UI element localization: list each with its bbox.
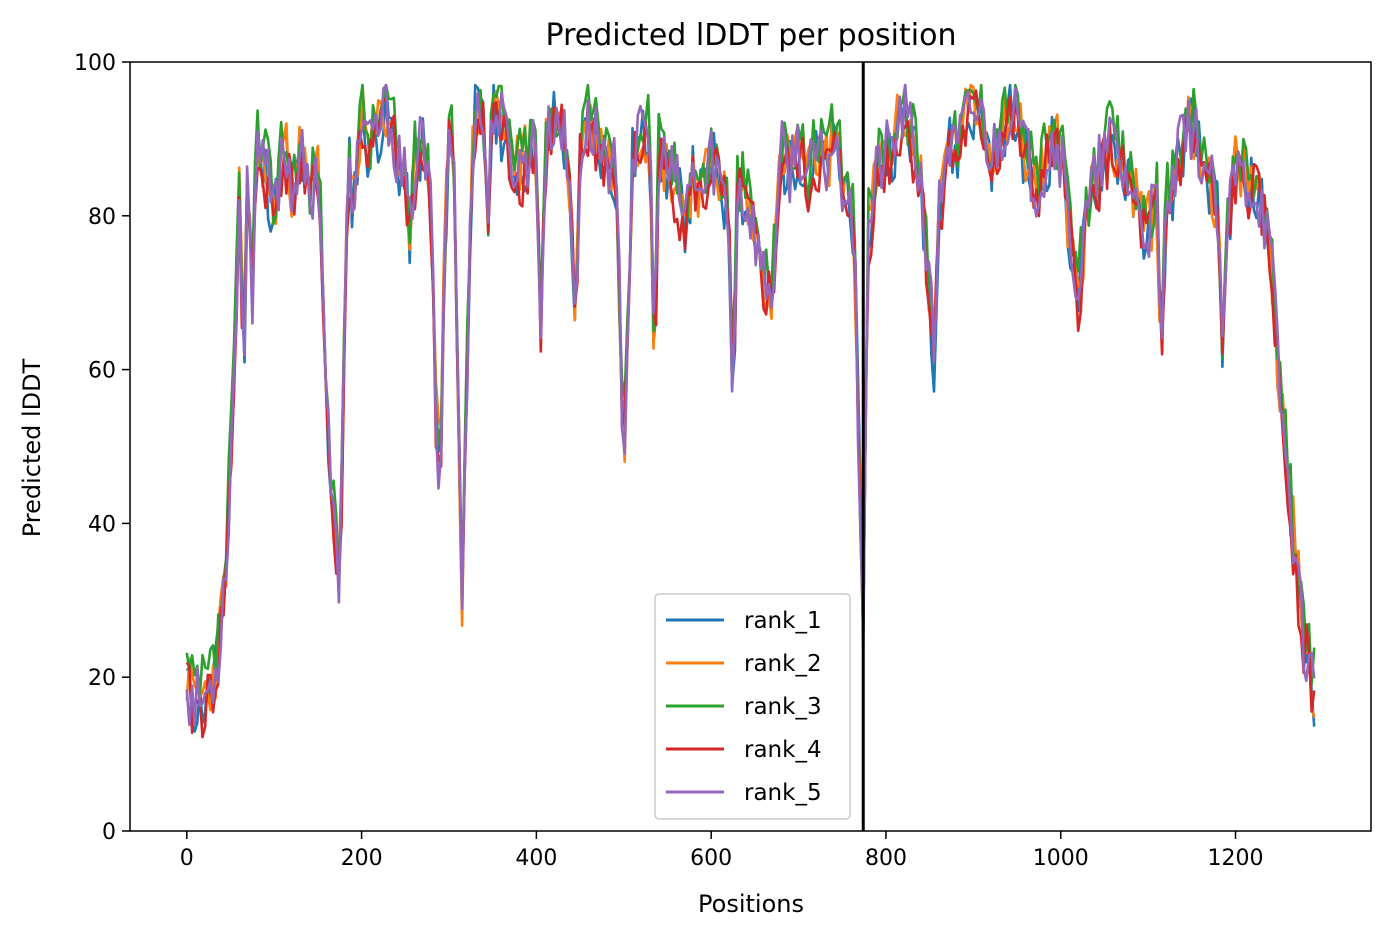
x-tick-label: 1000 <box>1033 846 1089 871</box>
legend-items: rank_1 rank_2 rank_3 rank_4 rank_5 <box>666 608 822 806</box>
x-tick-label: 800 <box>865 846 907 871</box>
plot-area <box>129 61 1372 832</box>
x-axis-label: Positions <box>698 890 804 918</box>
legend-label: rank_2 <box>744 651 822 677</box>
legend-label: rank_5 <box>744 780 822 806</box>
y-tick-label: 20 <box>88 666 116 691</box>
y-axis: 0 20 40 60 80 100 <box>74 51 130 845</box>
chart-title: Predicted lDDT per position <box>546 18 957 53</box>
legend-label: rank_3 <box>744 694 822 720</box>
x-tick-label: 0 <box>180 846 194 871</box>
legend-box <box>654 593 851 820</box>
series-line-rank_5 <box>185 83 1316 727</box>
legend-label: rank_4 <box>744 737 822 763</box>
plot-frame <box>129 61 1372 832</box>
series-layer <box>185 83 1316 739</box>
x-tick-label: 400 <box>515 846 557 871</box>
x-tick-label: 600 <box>690 846 732 871</box>
y-tick-label: 100 <box>74 51 116 76</box>
y-tick-label: 40 <box>88 512 116 537</box>
y-tick-label: 80 <box>88 205 116 230</box>
legend: rank_1 rank_2 rank_3 rank_4 rank_5 <box>654 593 851 820</box>
x-tick-label: 1200 <box>1208 846 1264 871</box>
legend-label: rank_1 <box>744 608 822 634</box>
y-tick-label: 60 <box>88 359 116 384</box>
x-tick-label: 200 <box>341 846 383 871</box>
y-axis-label: Predicted lDDT <box>18 358 46 537</box>
y-tick-label: 0 <box>102 820 116 845</box>
x-axis: 0 200 400 600 800 1000 1200 <box>180 831 1264 871</box>
